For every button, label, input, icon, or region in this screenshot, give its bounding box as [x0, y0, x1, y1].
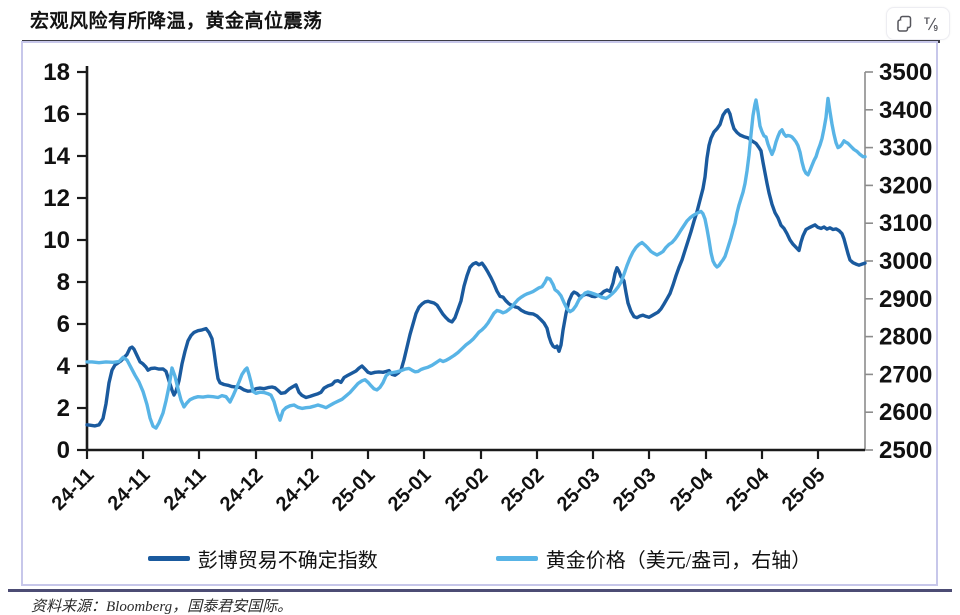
legend-line-swatch-dark [147, 555, 190, 561]
legend-label: 黄金价格（美元/盎司，右轴） [545, 549, 812, 572]
text-scale-sub: 9 [933, 24, 938, 33]
figure-title: 宏观风险有所降温，黄金高位震荡 [30, 11, 323, 32]
source-note: 资料来源：Bloomberg，国泰君安国际。 [31, 599, 293, 615]
text-scale-icon[interactable]: T 9 [923, 15, 941, 33]
legend-item-uncertainty-index[interactable]: 彭博贸易不确定指数 [147, 544, 378, 573]
legend-label: 彭博贸易不确定指数 [197, 549, 378, 572]
figure-bottom-divider [8, 589, 952, 592]
figure-toolbar: T 9 [886, 7, 950, 40]
legend-line-swatch-light [495, 555, 538, 561]
copy-icon[interactable] [896, 15, 913, 32]
legend-item-gold-price[interactable]: 黄金价格（美元/盎司，右轴） [495, 544, 812, 573]
text-scale-t: T [924, 16, 930, 27]
chart-frame [21, 41, 938, 586]
chart-legend: 彭博贸易不确定指数 黄金价格（美元/盎司，右轴） [21, 538, 938, 578]
